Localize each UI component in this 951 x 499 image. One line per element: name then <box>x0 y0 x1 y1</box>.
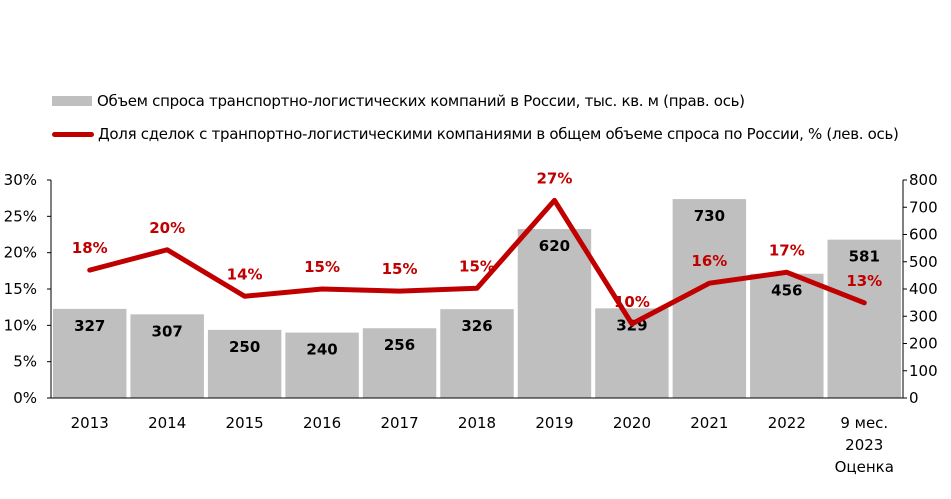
line-value-label: 15% <box>459 257 495 275</box>
legend-swatch-bar <box>52 96 92 106</box>
x-tick-label: 9 мес. <box>840 414 888 432</box>
bar-value-label: 307 <box>152 322 183 340</box>
left-tick-label: 10% <box>4 316 37 334</box>
x-tick-label: 2016 <box>303 414 341 432</box>
right-tick-label: 200 <box>909 335 938 353</box>
line-value-label: 27% <box>537 169 573 187</box>
right-tick-label: 100 <box>909 362 938 380</box>
x-tick-label: 2022 <box>768 414 806 432</box>
left-tick-label: 5% <box>13 353 37 371</box>
line-value-label: 14% <box>227 265 263 283</box>
bar-value-label: 326 <box>461 317 492 335</box>
bar <box>827 239 901 398</box>
left-tick-label: 25% <box>4 207 37 225</box>
line-value-label: 13% <box>846 272 882 290</box>
right-tick-label: 400 <box>909 280 938 298</box>
left-tick-label: 15% <box>4 280 37 298</box>
line-value-label: 18% <box>72 239 108 257</box>
x-tick-label: 2014 <box>148 414 186 432</box>
bar <box>750 273 824 398</box>
left-tick-label: 30% <box>4 171 37 189</box>
bar-value-label: 256 <box>384 336 415 354</box>
x-tick-label: 2021 <box>690 414 728 432</box>
x-tick-label: 2015 <box>226 414 264 432</box>
bar <box>362 328 437 398</box>
bar <box>130 314 204 398</box>
bar <box>207 329 282 398</box>
left-tick-label: 0% <box>13 389 37 407</box>
line-value-label: 15% <box>382 260 418 278</box>
bar-value-label: 730 <box>694 207 725 225</box>
legend-swatch-line <box>52 131 94 137</box>
right-tick-label: 500 <box>909 253 938 271</box>
right-tick-label: 700 <box>909 198 938 216</box>
x-tick-label: 2018 <box>458 414 496 432</box>
bar <box>517 229 592 398</box>
left-tick-label: 20% <box>4 244 37 262</box>
bar-value-label: 240 <box>306 341 337 359</box>
bar-value-label: 581 <box>849 248 880 266</box>
bar-value-label: 250 <box>229 338 260 356</box>
bar <box>440 309 514 398</box>
x-tick-label: 2023 <box>845 436 883 454</box>
x-tick-label: 2017 <box>380 414 418 432</box>
x-tick-label: Оценка <box>835 458 894 476</box>
line-value-label: 15% <box>304 258 340 276</box>
legend-label-bar: Объем спроса транспортно-логистических к… <box>97 92 745 110</box>
bar <box>285 332 359 398</box>
line-value-label: 16% <box>691 252 727 270</box>
line-value-label: 20% <box>149 219 185 237</box>
bar-value-label: 456 <box>771 282 802 300</box>
x-tick-label: 2020 <box>613 414 651 432</box>
right-tick-label: 300 <box>909 307 938 325</box>
bar <box>53 308 127 398</box>
bar-value-label: 620 <box>539 237 570 255</box>
right-tick-label: 600 <box>909 226 938 244</box>
x-tick-label: 2013 <box>71 414 109 432</box>
x-tick-label: 2019 <box>535 414 573 432</box>
legend-item-line: Доля сделок с транпортно-логистическими … <box>52 125 899 143</box>
line-value-label: 17% <box>769 241 805 259</box>
right-tick-label: 800 <box>909 171 938 189</box>
line-value-label: 10% <box>614 293 650 311</box>
right-tick-label: 0 <box>909 389 919 407</box>
legend-label-line: Доля сделок с транпортно-логистическими … <box>98 125 899 143</box>
legend-item-bar: Объем спроса транспортно-логистических к… <box>52 92 745 110</box>
bar-value-label: 327 <box>74 317 105 335</box>
